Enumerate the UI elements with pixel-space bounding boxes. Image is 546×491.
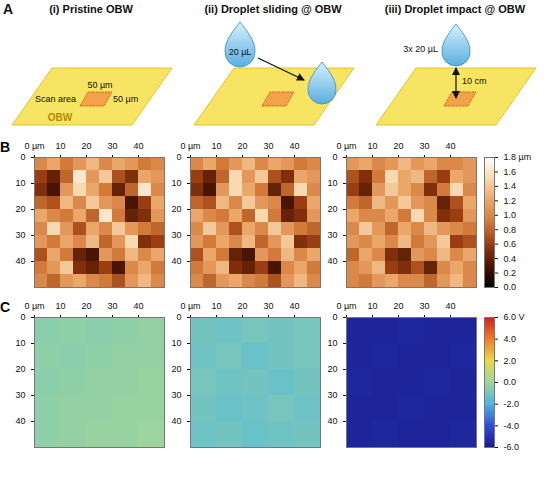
svg-text:0 µm: 0 µm (24, 301, 44, 311)
svg-text:40: 40 (171, 256, 181, 266)
svg-text:30: 30 (15, 230, 25, 240)
svg-text:30: 30 (327, 390, 337, 400)
svg-text:30: 30 (419, 301, 429, 311)
svg-text:0: 0 (332, 312, 337, 322)
svg-text:10: 10 (15, 338, 25, 348)
svg-text:0: 0 (176, 152, 181, 162)
svg-text:20: 20 (393, 301, 403, 311)
svg-text:30: 30 (15, 390, 25, 400)
svg-text:(ii) Droplet sliding @ OBW: (ii) Droplet sliding @ OBW (204, 3, 342, 15)
svg-text:30: 30 (171, 390, 181, 400)
svg-text:0 µm: 0 µm (24, 141, 44, 151)
svg-text:-4.0: -4.0 (504, 421, 520, 431)
svg-text:0: 0 (20, 312, 25, 322)
svg-text:10: 10 (211, 301, 221, 311)
svg-text:0: 0 (332, 152, 337, 162)
svg-text:20: 20 (327, 364, 337, 374)
svg-text:30: 30 (107, 141, 117, 151)
svg-text:10: 10 (171, 338, 181, 348)
svg-text:40: 40 (289, 141, 299, 151)
svg-text:20: 20 (171, 364, 181, 374)
svg-text:20 µL: 20 µL (229, 47, 252, 57)
svg-text:40: 40 (445, 301, 455, 311)
svg-text:40: 40 (327, 256, 337, 266)
svg-text:1.2: 1.2 (504, 196, 517, 206)
svg-text:40: 40 (15, 416, 25, 426)
svg-text:30: 30 (263, 141, 273, 151)
svg-text:2.0: 2.0 (504, 356, 517, 366)
html-text:C: C (0, 299, 11, 315)
svg-text:10: 10 (367, 301, 377, 311)
svg-text:40: 40 (327, 416, 337, 426)
svg-text:1.4: 1.4 (504, 181, 517, 191)
svg-text:10: 10 (327, 178, 337, 188)
svg-text:10: 10 (171, 178, 181, 188)
svg-text:10 cm: 10 cm (462, 76, 487, 86)
svg-text:50 µm: 50 µm (113, 94, 138, 104)
svg-text:4.0: 4.0 (504, 334, 517, 344)
svg-text:0.0: 0.0 (504, 377, 517, 387)
svg-text:20: 20 (81, 141, 91, 151)
svg-text:20: 20 (15, 364, 25, 374)
svg-text:A: A (3, 1, 13, 17)
svg-text:40: 40 (171, 416, 181, 426)
svg-text:40: 40 (445, 141, 455, 151)
svg-text:30: 30 (263, 301, 273, 311)
svg-text:(iii) Droplet impact @ OBW: (iii) Droplet impact @ OBW (385, 3, 526, 15)
svg-text:3x 20 µL: 3x 20 µL (403, 44, 438, 54)
svg-text:20: 20 (393, 141, 403, 151)
svg-text:40: 40 (133, 141, 143, 151)
svg-text:0 µm: 0 µm (180, 141, 200, 151)
svg-text:40: 40 (133, 301, 143, 311)
svg-text:10: 10 (55, 141, 65, 151)
svg-text:-2.0: -2.0 (504, 399, 520, 409)
svg-text:OBW: OBW (48, 112, 73, 123)
svg-text:20: 20 (237, 141, 247, 151)
svg-text:30: 30 (171, 230, 181, 240)
svg-text:20: 20 (81, 301, 91, 311)
svg-text:0 µm: 0 µm (336, 141, 356, 151)
svg-text:20: 20 (171, 204, 181, 214)
html-text:B: B (0, 139, 11, 155)
svg-text:1.0: 1.0 (504, 210, 517, 220)
svg-text:(i) Pristine OBW: (i) Pristine OBW (49, 3, 133, 15)
svg-text:20: 20 (327, 204, 337, 214)
svg-text:50 µm: 50 µm (87, 80, 112, 90)
svg-text:10: 10 (211, 141, 221, 151)
svg-text:0: 0 (20, 152, 25, 162)
svg-text:40: 40 (15, 256, 25, 266)
svg-text:10: 10 (327, 338, 337, 348)
svg-text:0.0: 0.0 (504, 282, 517, 292)
svg-text:6.0 V: 6.0 V (504, 312, 525, 322)
svg-text:0 µm: 0 µm (180, 301, 200, 311)
svg-text:30: 30 (107, 301, 117, 311)
svg-text:40: 40 (289, 301, 299, 311)
svg-text:0.6: 0.6 (504, 239, 517, 249)
svg-text:1.8 µm: 1.8 µm (504, 152, 532, 162)
svg-text:10: 10 (55, 301, 65, 311)
svg-text:20: 20 (15, 204, 25, 214)
svg-text:-6.0: -6.0 (504, 442, 520, 452)
svg-text:0: 0 (176, 312, 181, 322)
svg-text:30: 30 (419, 141, 429, 151)
svg-text:10: 10 (15, 178, 25, 188)
svg-text:0.8: 0.8 (504, 225, 517, 235)
svg-text:0.2: 0.2 (504, 268, 517, 278)
svg-text:10: 10 (367, 141, 377, 151)
svg-text:1.6: 1.6 (504, 167, 517, 177)
svg-text:0.4: 0.4 (504, 253, 517, 263)
svg-text:0 µm: 0 µm (336, 301, 356, 311)
svg-text:30: 30 (327, 230, 337, 240)
svg-text:Scan area: Scan area (35, 94, 76, 104)
svg-text:20: 20 (237, 301, 247, 311)
